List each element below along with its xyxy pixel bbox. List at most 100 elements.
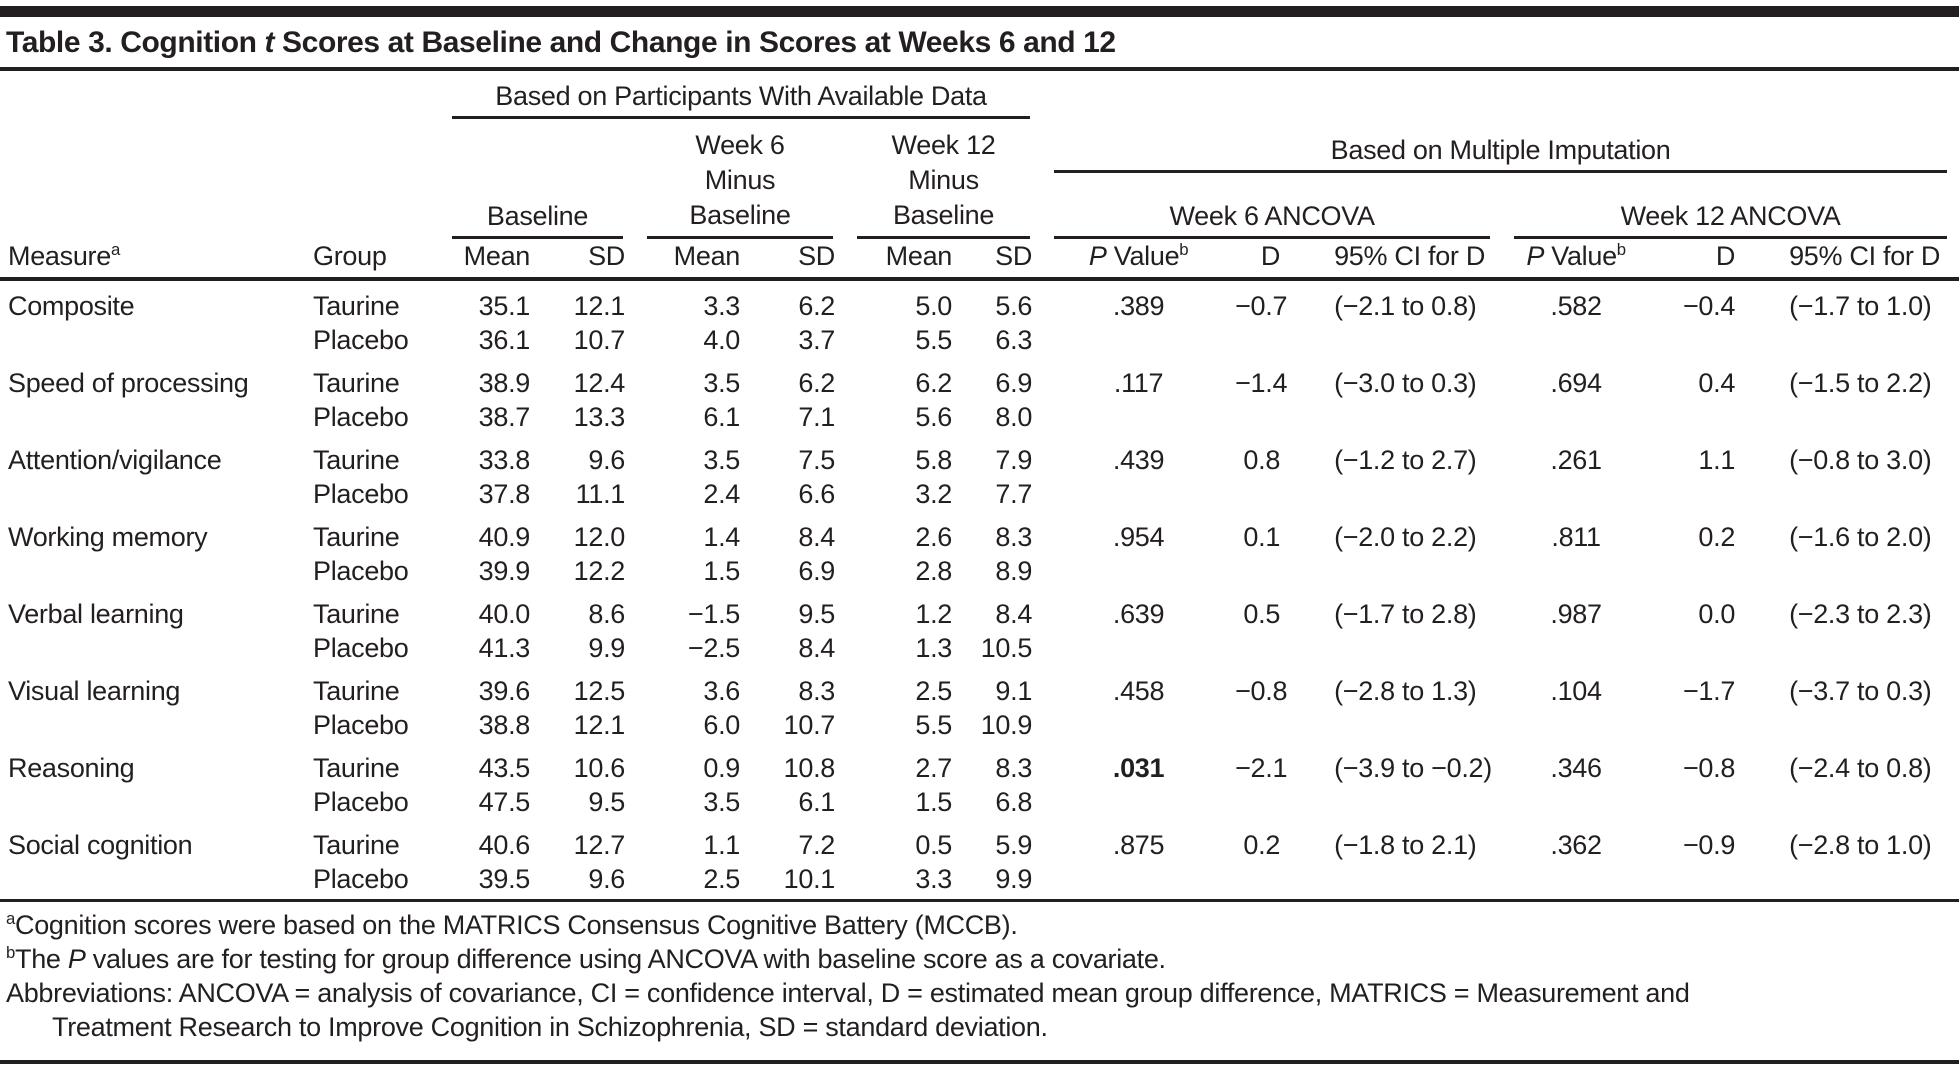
cell-baseline-sd: 12.1 [573,710,626,740]
spanner-week12-minus-baseline: Week 12 Minus Baseline [845,119,1042,239]
cell-week6-d: 0.5 [1243,599,1281,629]
table-row: Placebo 38.7 13.3 6.1 7.1 5.6 8.0 [0,401,1959,435]
table-row: Working memory Taurine 40.9 12.0 1.4 8.4 2.6 8.… [0,512,1959,555]
cell-baseline-mean: 39.9 [478,556,531,586]
cell-baseline-mean: 40.6 [478,830,531,860]
cell-week6-pvalue [1042,401,1235,435]
cell-week12-sd: 7.7 [995,479,1033,509]
footnote-a-text: Cognition scores were based on the MATRI… [15,910,1018,940]
cell-week12-d [1650,786,1745,820]
cell-measure: Verbal learning [8,599,184,629]
table-row: Composite Taurine 35.1 12.1 3.3 6.2 5.0 5.6 .389… [0,279,1959,324]
cell-baseline-sd: 12.5 [573,676,626,706]
cell-week12-pvalue: .261 [1550,445,1602,475]
cell-week6-ci: (−3.9 to −0.2) [1334,753,1492,783]
cell-baseline-mean: 40.0 [478,599,531,629]
cell-week6-ci [1290,324,1502,358]
top-rule-bar [0,6,1959,17]
cell-group: Taurine [313,753,400,783]
cell-week6-sd: 9.5 [798,599,835,629]
cell-baseline-mean: 38.7 [478,402,531,432]
cell-week12-d: −0.8 [1682,753,1736,783]
cell-week6-d: −2.1 [1235,753,1288,783]
cell-week6-ci [1290,632,1502,666]
cell-week12-ci: (−3.7 to 0.3) [1789,676,1932,706]
p-label: Value [1544,241,1617,271]
table-row: Social cognition Taurine 40.6 12.7 1.1 7.2 0.5… [0,820,1959,863]
cell-week12-ci [1745,632,1959,666]
spanner-week12-minus-baseline-label: Week 12 Minus Baseline [857,128,1031,239]
cell-week12-pvalue [1502,324,1650,358]
cell-baseline-mean: 43.5 [478,753,531,783]
cell-week12-mean: 5.8 [915,445,952,475]
footnote-b-italic-p: P [67,944,86,974]
cell-week6-pvalue: .117 [1113,368,1164,398]
cell-week12-mean: 2.6 [915,522,952,552]
cell-week6-d [1235,709,1290,743]
spanner-available-data-label: Based on Participants With Available Dat… [452,79,1031,119]
footnote-b-text: values are for testing for group differe… [85,944,1166,974]
spanner-line: Minus [908,165,979,195]
cell-week12-sd: 10.9 [980,710,1033,740]
cell-week6-d: −1.4 [1235,368,1288,398]
spanner-week12-ancova-label: Week 12 ANCOVA [1514,199,1948,239]
table-row: Visual learning Taurine 39.6 12.5 3.6 8.3 2.5 9… [0,666,1959,709]
col-header-group: Group [305,239,440,281]
cell-week6-sd: 6.9 [798,556,835,586]
cell-week6-sd: 8.4 [798,633,835,663]
cell-week6-mean: 1.4 [703,522,740,552]
cell-week6-pvalue: .439 [1112,445,1165,475]
title-pre: Table 3. Cognition [6,26,265,59]
cell-measure: Composite [8,291,135,321]
cell-week12-pvalue [1502,401,1650,435]
cell-group: Taurine [313,291,400,321]
cell-week6-mean: 1.5 [703,556,740,586]
cell-week6-pvalue: .954 [1112,522,1165,552]
cell-week12-d: −0.9 [1682,830,1736,860]
cell-week6-pvalue: .031 [1112,753,1165,783]
cell-week6-sd: 10.1 [783,864,836,894]
table-row: Speed of processing Taurine 38.9 12.4 3.5 6.2… [0,358,1959,401]
col-header-week6-ci: 95% CI for D [1290,239,1503,281]
cell-week12-ci: (−2.8 to 1.0) [1789,830,1932,860]
cell-week12-sd: 8.0 [995,402,1033,432]
cell-week6-mean: −1.5 [687,599,740,629]
spanner-week6-minus-baseline: Week 6 Minus Baseline [635,119,845,239]
cell-baseline-mean: 35.1 [478,291,531,321]
cell-week6-mean: 3.5 [703,445,740,475]
cell-week6-d: −0.8 [1235,676,1288,706]
cell-week6-ci: (−1.7 to 2.8) [1334,599,1477,629]
spanner-week6-ancova: Week 6 ANCOVA [1042,173,1502,239]
cell-group: Placebo [313,864,409,894]
cell-baseline-sd: 10.7 [573,325,626,355]
cell-week12-sd: 6.8 [995,787,1033,817]
cell-week6-d: 0.8 [1243,445,1281,475]
cell-baseline-sd: 12.2 [573,556,626,586]
cell-measure: Social cognition [8,830,193,860]
cell-week12-d: 0.0 [1698,599,1736,629]
cell-baseline-mean: 39.5 [478,864,531,894]
cell-week12-mean: 2.8 [915,556,952,586]
cell-week12-d: −0.4 [1682,291,1736,321]
cell-week12-pvalue [1502,478,1650,512]
cell-week6-pvalue [1042,632,1235,666]
spanner-week6-ancova-label: Week 6 ANCOVA [1054,199,1491,239]
cell-week6-mean: 1.1 [703,830,740,860]
cell-baseline-mean: 37.8 [478,479,531,509]
col-header-week12-pvalue: P Valueb [1502,239,1651,281]
cell-week12-ci [1745,324,1959,358]
cell-week12-d [1650,709,1745,743]
cell-measure [0,401,305,435]
cell-week6-d [1235,555,1290,589]
cell-week6-sd: 7.1 [798,402,835,432]
spanner-week12-ancova: Week 12 ANCOVA [1502,173,1959,239]
col-header-measure: Measurea [0,239,305,281]
table-row: Placebo 41.3 9.9 −2.5 8.4 1.3 10.5 [0,632,1959,666]
cell-week12-sd: 9.9 [995,864,1033,894]
cell-week12-pvalue [1502,632,1650,666]
cell-baseline-sd: 9.6 [588,864,625,894]
cell-baseline-mean: 33.8 [478,445,531,475]
cell-group: Taurine [313,368,400,398]
page-title: Table 3. Cognition t Scores at Baseline … [0,17,1959,71]
cell-week12-ci [1745,786,1959,820]
